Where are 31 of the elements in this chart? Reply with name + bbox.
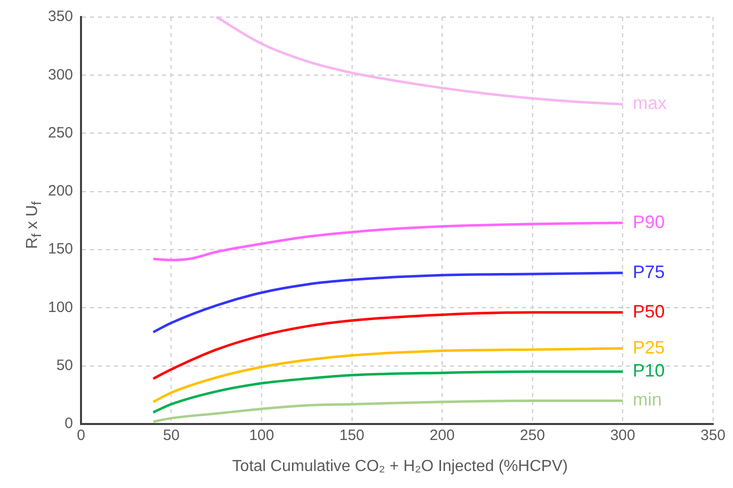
line-series <box>152 399 624 423</box>
x-tick-label: 300 <box>610 427 636 444</box>
series-label: P10 <box>632 360 665 381</box>
series-label: max <box>632 93 667 114</box>
x-tick-label: 200 <box>430 427 455 444</box>
y-tick-label: 50 <box>56 357 74 374</box>
series-label: P50 <box>632 301 665 322</box>
x-tick-label: 100 <box>249 427 274 444</box>
y-tick-label: 0 <box>64 415 74 432</box>
y-tick-label: 250 <box>48 124 74 142</box>
line-series <box>152 311 624 380</box>
y-tick-label: 100 <box>48 298 74 316</box>
y-tick-label: 200 <box>48 182 74 200</box>
x-tick-label: 250 <box>520 427 545 444</box>
y-tick-label: 150 <box>48 240 74 258</box>
x-tick-label: 0 <box>76 427 86 444</box>
y-tick-label: 350 <box>48 8 74 26</box>
line-series <box>152 222 624 262</box>
series-label: P25 <box>632 337 665 358</box>
line-series <box>152 370 624 414</box>
series-label: P75 <box>632 262 665 282</box>
line-series <box>152 347 624 404</box>
series-label: P90 <box>632 212 665 232</box>
line-series <box>215 16 624 106</box>
series-label: min <box>632 390 662 410</box>
x-tick-label: 50 <box>162 427 180 444</box>
y-tick-label: 300 <box>48 66 74 84</box>
x-tick-label: 150 <box>339 427 364 444</box>
x-tick-label: 350 <box>700 427 726 444</box>
line-series <box>152 272 624 334</box>
x-axis-title: Total Cumulative CO₂ + H₂O Injected (%HCPV) <box>231 458 569 476</box>
